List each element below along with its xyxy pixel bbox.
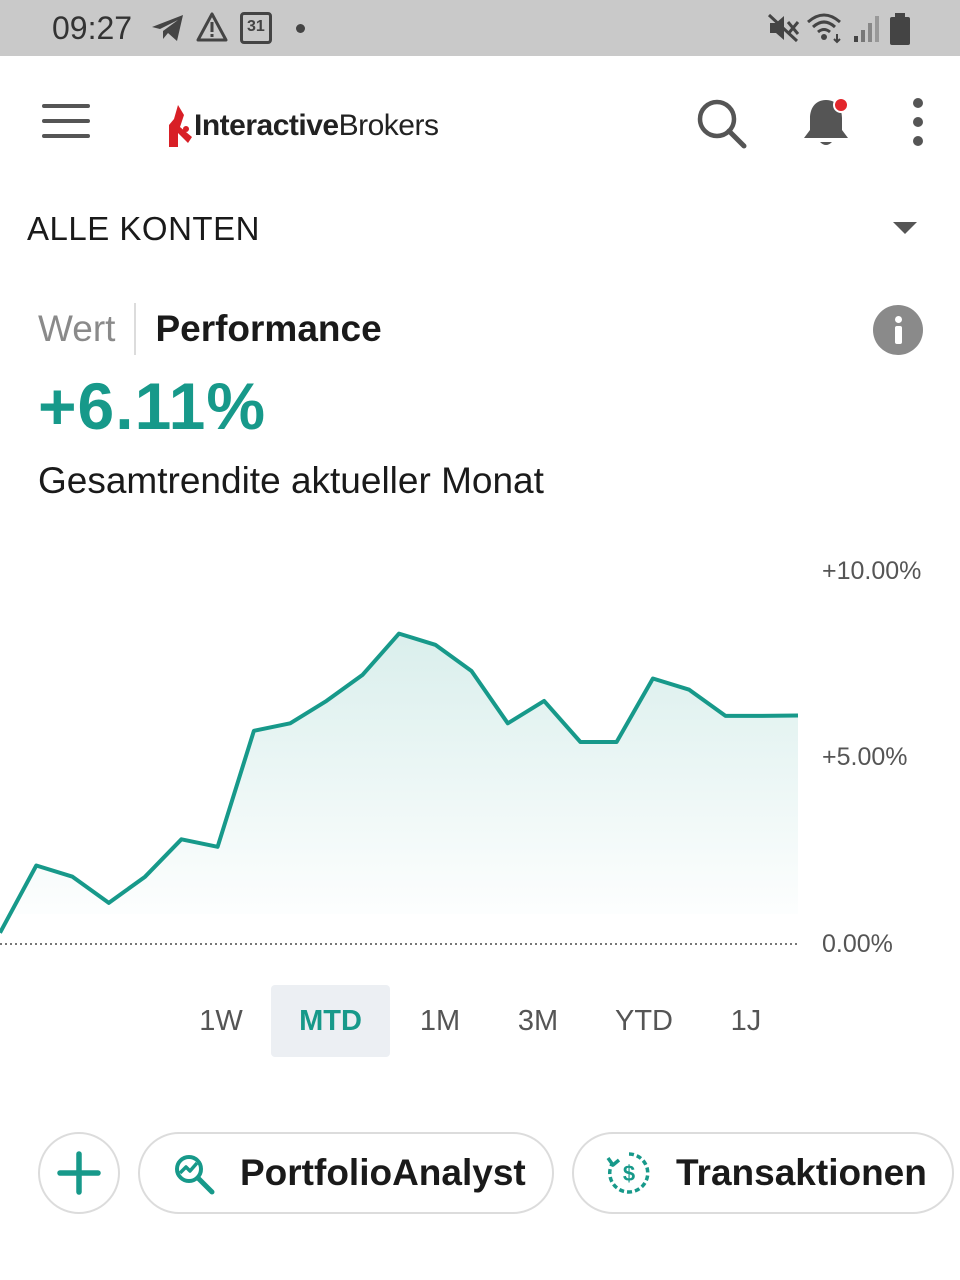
brand-logo: InteractiveBrokers — [166, 96, 439, 156]
range-1j[interactable]: 1J — [730, 1005, 762, 1037]
analytics-search-icon — [175, 1155, 215, 1195]
info-icon[interactable] — [873, 305, 923, 355]
ib-logo-mark — [169, 105, 192, 147]
bell-icon[interactable] — [800, 96, 852, 150]
range-1m[interactable]: 1M — [419, 1005, 461, 1037]
y-tick-label: +5.00% — [822, 743, 908, 771]
performance-value: +6.11% — [38, 369, 267, 443]
calendar-icon: 31 — [240, 12, 272, 44]
transactions-label: Transaktionen — [676, 1152, 927, 1193]
chart-svg — [0, 631, 799, 945]
status-time: 09:27 — [52, 10, 133, 46]
signal-icon — [854, 16, 879, 42]
range-mtd[interactable]: MTD — [271, 985, 390, 1057]
y-tick-label: +10.00% — [822, 557, 922, 585]
menu-icon[interactable] — [40, 104, 92, 140]
view-tabs: Wert Performance — [38, 302, 382, 356]
portfolio-analyst-button[interactable]: PortfolioAnalyst — [138, 1132, 554, 1214]
series-area — [0, 633, 798, 933]
portfolio-analyst-label: PortfolioAnalyst — [240, 1152, 526, 1193]
tab-performance[interactable]: Performance — [155, 308, 382, 349]
action-buttons: PortfolioAnalyst $ Transaktionen — [0, 1132, 960, 1216]
range-ytd[interactable]: YTD — [615, 1005, 673, 1037]
battery-icon — [890, 13, 910, 45]
logo-text: InteractiveBrokers — [194, 109, 439, 142]
tab-divider — [134, 303, 137, 355]
dollar-cycle-icon: $ — [606, 1152, 650, 1194]
mute-icon — [767, 13, 800, 43]
wifi-icon — [807, 13, 841, 44]
more-vert-icon[interactable] — [908, 98, 928, 146]
svg-text:$: $ — [623, 1161, 635, 1186]
performance-caption: Gesamtrendite aktueller Monat — [38, 460, 544, 501]
plus-icon — [57, 1151, 101, 1195]
app-bar: InteractiveBrokers — [0, 56, 960, 196]
series-line — [0, 631, 799, 934]
dot-icon — [296, 24, 305, 33]
search-icon[interactable] — [696, 98, 748, 150]
transactions-button[interactable]: $ Transaktionen — [572, 1132, 954, 1214]
warning-icon — [196, 12, 228, 42]
performance-chart: +10.00% +5.00% 0.00% — [0, 540, 960, 970]
chevron-down-icon — [893, 222, 917, 234]
account-label: ALLE KONTEN — [27, 210, 260, 247]
account-selector[interactable]: ALLE KONTEN — [0, 196, 960, 266]
tab-wert[interactable]: Wert — [38, 308, 116, 349]
range-selector: 1W MTD 1M 3M YTD 1J — [0, 985, 960, 1057]
range-1w[interactable]: 1W — [199, 1005, 243, 1037]
calendar-day: 31 — [247, 18, 265, 35]
add-button[interactable] — [38, 1132, 120, 1214]
range-3m[interactable]: 3M — [517, 1005, 559, 1037]
y-tick-label: 0.00% — [822, 930, 893, 958]
telegram-icon — [152, 15, 183, 41]
status-bar: 09:27 31 — [0, 0, 960, 56]
